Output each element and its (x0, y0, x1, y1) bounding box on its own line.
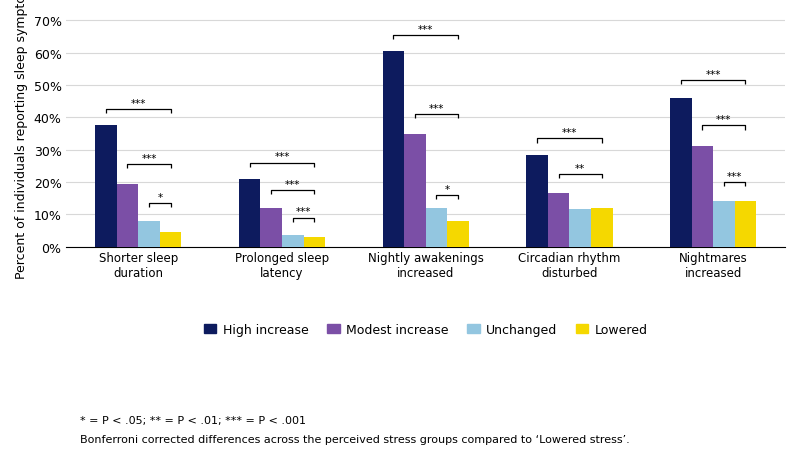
Text: * = P < .05; ** = P < .01; *** = P < .001: * = P < .05; ** = P < .01; *** = P < .00… (80, 415, 306, 425)
Text: *: * (158, 192, 162, 202)
Bar (691, 147, 713, 247)
Text: ***: *** (285, 179, 301, 190)
Bar (570, 210, 591, 247)
Bar (713, 202, 734, 247)
Bar (382, 52, 404, 247)
Bar (426, 208, 447, 247)
Text: **: ** (575, 163, 586, 173)
Y-axis label: Percent of individuals reporting sleep symptom: Percent of individuals reporting sleep s… (15, 0, 28, 279)
Bar (404, 134, 426, 247)
Text: *: * (445, 184, 450, 194)
Bar (160, 233, 182, 247)
Bar (591, 208, 613, 247)
Text: ***: *** (716, 115, 732, 125)
Text: ***: *** (562, 128, 577, 138)
Bar (261, 208, 282, 247)
Bar (95, 126, 117, 247)
Text: ***: *** (429, 104, 444, 113)
Bar (734, 202, 756, 247)
Text: ***: *** (130, 99, 146, 109)
Text: ***: *** (274, 152, 290, 162)
Bar (239, 179, 261, 247)
Bar (138, 221, 160, 247)
Bar (117, 184, 138, 247)
Text: ***: *** (706, 70, 721, 80)
Bar (447, 221, 469, 247)
Bar (526, 155, 548, 247)
Text: ***: *** (296, 207, 311, 217)
Bar (303, 237, 325, 247)
Text: ***: *** (418, 25, 434, 34)
Text: ***: *** (727, 171, 742, 181)
Bar (670, 99, 691, 247)
Text: ***: *** (142, 154, 157, 163)
Text: Bonferroni corrected differences across the perceived stress groups compared to : Bonferroni corrected differences across … (80, 434, 630, 444)
Bar (548, 194, 570, 247)
Bar (282, 236, 303, 247)
Legend: High increase, Modest increase, Unchanged, Lowered: High increase, Modest increase, Unchange… (199, 318, 653, 341)
